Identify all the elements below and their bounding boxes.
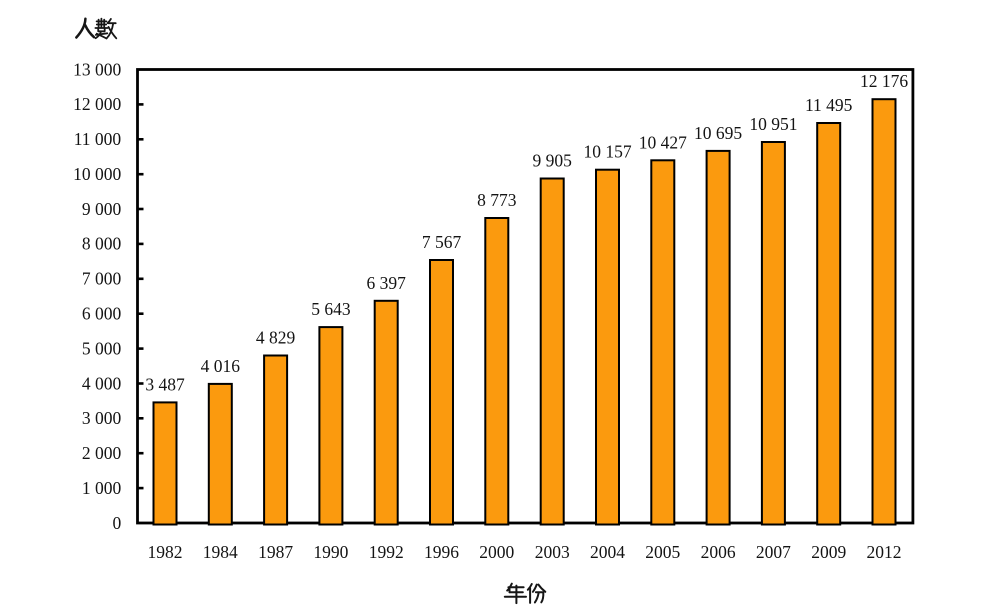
svg-text:6 000: 6 000	[82, 304, 122, 324]
svg-text:3 000: 3 000	[82, 408, 122, 428]
svg-text:2003: 2003	[535, 542, 570, 562]
svg-text:12 000: 12 000	[73, 94, 121, 114]
svg-text:9 000: 9 000	[82, 199, 122, 219]
svg-text:2004: 2004	[590, 542, 625, 562]
svg-text:11 000: 11 000	[74, 129, 122, 149]
svg-text:13 000: 13 000	[73, 59, 121, 79]
svg-text:0: 0	[112, 513, 121, 533]
svg-text:2005: 2005	[645, 542, 680, 562]
svg-text:9 905: 9 905	[533, 151, 573, 171]
svg-text:2000: 2000	[479, 542, 514, 562]
svg-text:2 000: 2 000	[82, 443, 122, 463]
svg-text:1996: 1996	[424, 542, 459, 562]
svg-text:2006: 2006	[701, 542, 736, 562]
svg-text:7 567: 7 567	[422, 232, 462, 252]
svg-text:5 000: 5 000	[82, 338, 122, 358]
svg-text:1992: 1992	[369, 542, 404, 562]
svg-text:6 397: 6 397	[367, 273, 407, 293]
svg-text:1990: 1990	[313, 542, 348, 562]
svg-text:10 695: 10 695	[694, 123, 742, 143]
svg-text:1987: 1987	[258, 542, 293, 562]
svg-text:10 000: 10 000	[73, 164, 121, 184]
svg-text:8 000: 8 000	[82, 234, 122, 254]
svg-text:4 000: 4 000	[82, 373, 122, 393]
svg-text:4 829: 4 829	[256, 328, 296, 348]
svg-text:8 773: 8 773	[477, 190, 517, 210]
svg-text:2007: 2007	[756, 542, 791, 562]
svg-text:10 157: 10 157	[583, 142, 631, 162]
svg-text:10 427: 10 427	[639, 132, 687, 152]
svg-text:7 000: 7 000	[82, 269, 122, 289]
svg-text:11 495: 11 495	[805, 95, 853, 115]
svg-text:12 176: 12 176	[860, 71, 908, 91]
svg-text:2012: 2012	[867, 542, 902, 562]
svg-text:3 487: 3 487	[145, 374, 185, 394]
svg-text:2009: 2009	[811, 542, 846, 562]
svg-text:1982: 1982	[148, 542, 183, 562]
svg-text:10 951: 10 951	[749, 114, 797, 134]
svg-text:1 000: 1 000	[82, 478, 122, 498]
svg-text:4 016: 4 016	[201, 356, 241, 376]
svg-text:1984: 1984	[203, 542, 238, 562]
svg-text:5 643: 5 643	[311, 299, 351, 319]
